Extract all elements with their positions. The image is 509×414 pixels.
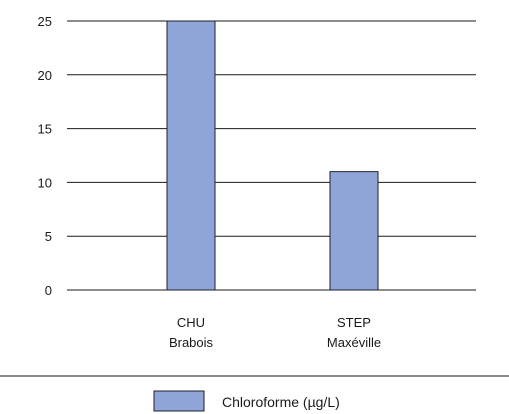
y-tick-label: 10 xyxy=(38,175,52,190)
x-axis-category-labels: CHU Brabois STEP Maxéville xyxy=(169,315,381,350)
x-category-label: Brabois xyxy=(169,335,214,350)
grid-lines xyxy=(67,20,476,291)
x-category-label: CHU xyxy=(177,315,205,330)
legend-label: Chloroforme (µg/L) xyxy=(222,394,340,410)
y-axis-ticks: 0 5 10 15 20 25 xyxy=(38,14,52,298)
y-tick-label: 25 xyxy=(38,14,52,29)
x-category-label: Maxéville xyxy=(327,335,381,350)
x-category-label: STEP xyxy=(337,315,371,330)
bar xyxy=(329,171,379,291)
bar xyxy=(166,20,216,291)
bars xyxy=(166,20,379,291)
y-tick-label: 20 xyxy=(38,68,52,83)
y-tick-label: 5 xyxy=(45,229,52,244)
y-tick-label: 0 xyxy=(45,283,52,298)
legend: Chloroforme (µg/L) xyxy=(153,390,340,412)
legend-swatch xyxy=(153,390,205,412)
y-tick-label: 15 xyxy=(38,122,52,137)
